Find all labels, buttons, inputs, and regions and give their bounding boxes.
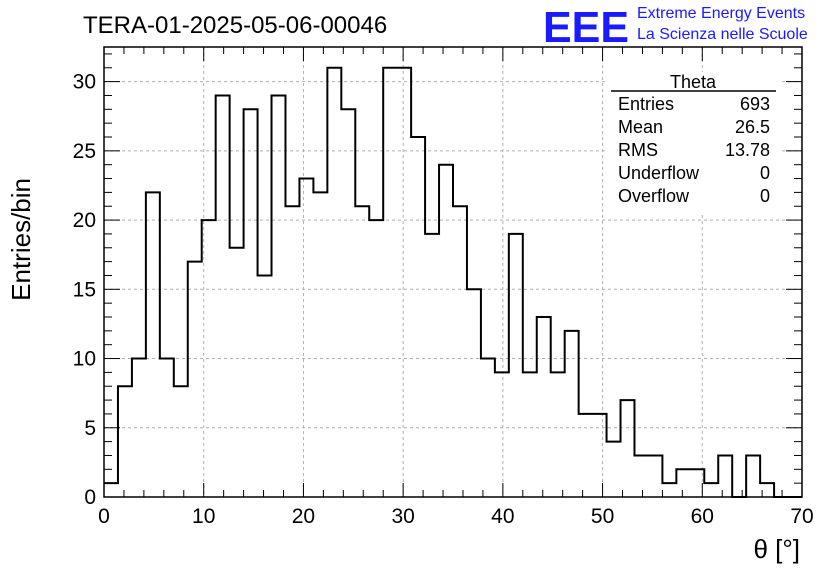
x-tick-label: 60 <box>691 505 714 528</box>
stats-row-label: Overflow <box>618 186 690 206</box>
x-tick-labels: 0 10 20 30 40 50 60 70 <box>98 505 814 528</box>
histogram-bin <box>383 68 397 497</box>
logo-mark: EEE <box>543 3 629 52</box>
stats-box: Theta Entries 693 Mean 26.5 RMS 13.78 Underflo… <box>608 72 780 214</box>
histogram-bin <box>299 179 313 497</box>
stats-row-value: 0 <box>760 186 770 206</box>
histogram-bin <box>634 455 648 497</box>
histogram-bin <box>718 455 732 497</box>
histogram-bin <box>579 414 593 497</box>
y-tick-label: 25 <box>73 140 96 163</box>
grid-lines <box>104 47 802 497</box>
histogram-bin <box>704 483 718 497</box>
histogram-bin <box>230 248 244 497</box>
histogram-bin <box>425 234 439 497</box>
plot-frame <box>103 46 803 498</box>
y-axis-title: Entries/bin <box>6 178 36 301</box>
logo-line1: Extreme Energy Events <box>637 5 805 22</box>
histogram-bin <box>537 317 551 497</box>
y-tick-label: 5 <box>84 417 96 440</box>
histogram-bin <box>523 372 537 497</box>
histogram-bin <box>272 95 286 497</box>
histogram-bin <box>132 359 146 497</box>
y-tick-labels: 0 5 10 15 20 25 30 <box>73 71 96 509</box>
y-tick-label: 0 <box>84 486 96 509</box>
histogram-bin <box>676 469 690 497</box>
histogram-bin <box>216 95 230 497</box>
histogram-bin <box>662 483 676 497</box>
histogram-bin <box>313 192 327 497</box>
axis-ticks <box>103 47 803 498</box>
histogram-bin <box>327 68 341 497</box>
histogram-bin <box>509 234 523 497</box>
histogram-bin <box>341 109 355 497</box>
histogram-bin <box>160 359 174 497</box>
stats-box-title: Theta <box>670 72 717 92</box>
histogram-bin <box>411 137 425 497</box>
histogram-bin <box>118 386 132 497</box>
stats-row-value: 0 <box>760 163 770 183</box>
stats-row-label: Mean <box>618 117 663 137</box>
logo: EEE Extreme Energy Events La Scienza nel… <box>543 3 808 52</box>
histogram-bin <box>746 455 760 497</box>
histogram-bin <box>593 414 607 497</box>
histogram-bin <box>188 262 202 497</box>
x-tick-label: 40 <box>491 505 514 528</box>
histogram-bin <box>355 206 369 497</box>
histogram-bin <box>467 289 481 497</box>
x-axis-title: θ [°] <box>753 534 800 564</box>
histogram-bin <box>202 220 216 497</box>
stats-box-rows: Entries 693 Mean 26.5 RMS 13.78 Underflow 0 Over… <box>618 94 770 206</box>
y-tick-label: 10 <box>73 348 96 371</box>
histogram-outline <box>104 66 802 498</box>
stats-row-label: Underflow <box>618 163 700 183</box>
y-tick-label: 20 <box>73 209 96 232</box>
histogram-bin <box>174 386 188 497</box>
stats-row-label: RMS <box>618 140 658 160</box>
histogram-bin <box>551 372 565 497</box>
y-tick-label: 30 <box>73 71 96 94</box>
histogram-bin <box>397 68 411 497</box>
histogram-bin <box>244 109 258 497</box>
x-tick-label: 10 <box>192 505 215 528</box>
histogram-bin <box>453 206 467 497</box>
stats-box-background <box>608 72 780 214</box>
histogram-bin <box>481 359 495 497</box>
histogram-bin <box>495 372 509 497</box>
histogram-bin <box>565 331 579 497</box>
histogram-bin <box>760 483 774 497</box>
histogram-bin <box>607 442 621 497</box>
histogram-bin <box>648 455 662 497</box>
chart-title: TERA-01-2025-05-06-00046 <box>83 12 387 39</box>
stats-row-label: Entries <box>618 94 674 114</box>
stats-row-value: 13.78 <box>725 140 770 160</box>
histogram-bin <box>369 220 383 497</box>
stats-row-value: 693 <box>740 94 770 114</box>
x-tick-label: 70 <box>790 505 813 528</box>
histogram-bin <box>104 483 118 497</box>
x-tick-label: 30 <box>391 505 414 528</box>
histogram-bin <box>146 192 160 497</box>
histogram-bin <box>439 165 453 497</box>
x-tick-label: 20 <box>292 505 315 528</box>
histogram-bin <box>258 275 272 497</box>
histogram-bin <box>621 400 635 497</box>
y-tick-label: 15 <box>73 278 96 301</box>
x-tick-label: 0 <box>98 505 110 528</box>
histogram-bin <box>690 469 704 497</box>
logo-line2: La Scienza nelle Scuole <box>637 26 808 43</box>
histogram-bin <box>285 206 299 497</box>
stats-row-value: 26.5 <box>735 117 770 137</box>
x-tick-label: 50 <box>591 505 614 528</box>
